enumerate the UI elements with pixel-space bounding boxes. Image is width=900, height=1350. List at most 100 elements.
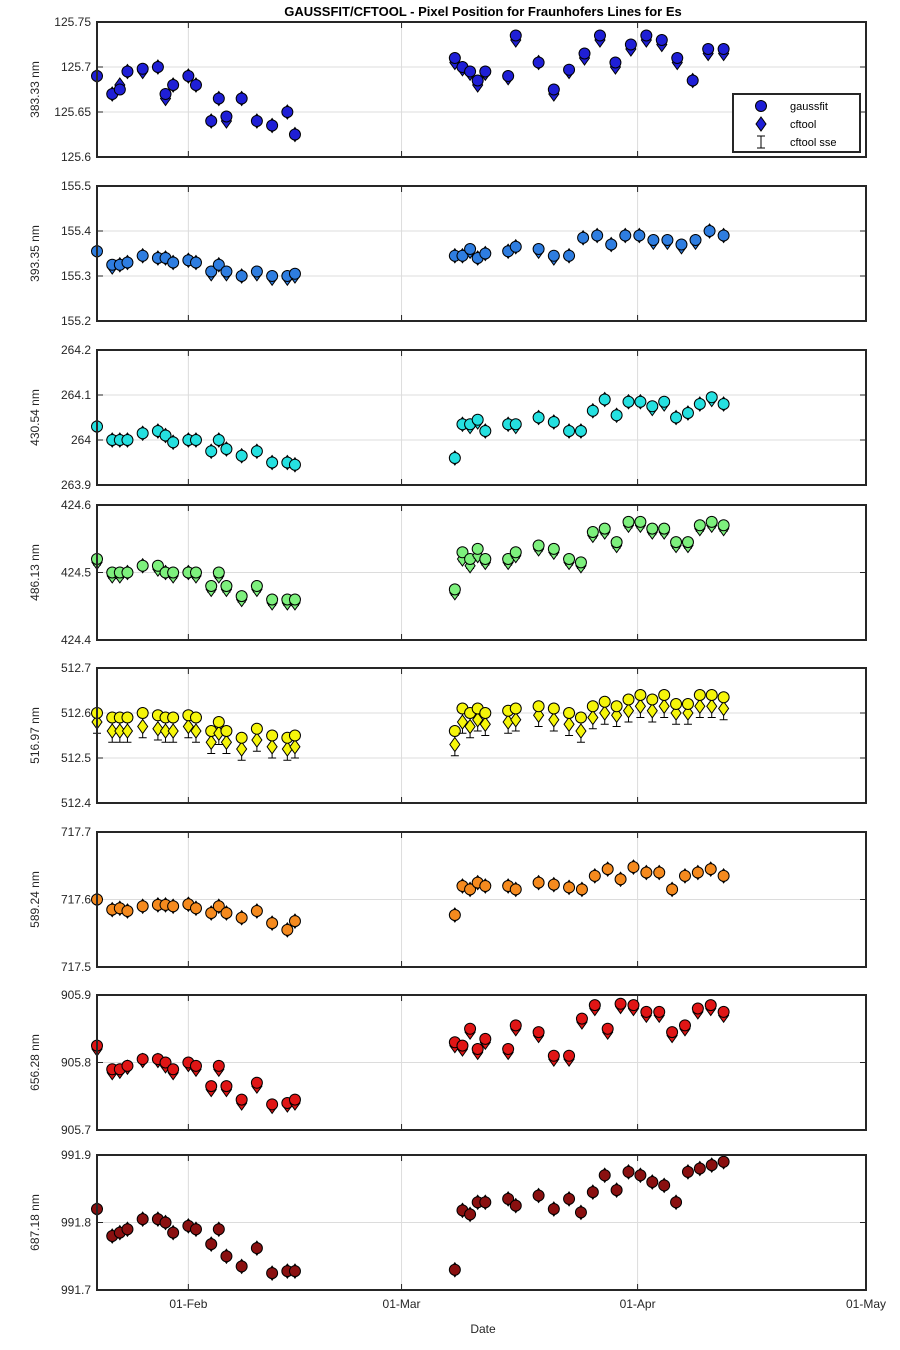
cftool-marker [266, 738, 278, 755]
gaussfit-marker [598, 695, 611, 708]
gaussfit-marker [593, 29, 606, 42]
gaussfit-marker [563, 707, 576, 719]
gaussfit-marker [448, 52, 461, 64]
gaussfit-marker [547, 542, 560, 555]
gaussfit-marker [605, 238, 618, 251]
gaussfit-marker [681, 407, 694, 419]
gaussfit-marker [266, 456, 279, 469]
gaussfit-marker [670, 411, 683, 424]
gaussfit-marker [609, 56, 622, 69]
gaussfit-marker [288, 1265, 301, 1278]
gaussfit-marker [577, 231, 590, 244]
gaussfit-marker [547, 416, 560, 428]
gaussfit-marker [678, 869, 691, 882]
gaussfit-marker [479, 707, 492, 719]
panel-6: 717.5 717.6 717.7 589.24 nm [28, 825, 867, 974]
gaussfit-marker [661, 234, 674, 246]
y-tick-label: 717.6 [61, 893, 91, 907]
y-tick-label: 991.7 [61, 1283, 91, 1297]
gaussfit-marker [266, 917, 279, 930]
gaussfit-marker [532, 56, 545, 69]
gaussfit-marker [464, 65, 477, 78]
gaussfit-marker [532, 243, 545, 255]
gaussfit-marker [563, 553, 576, 565]
gaussfit-marker [717, 1005, 730, 1018]
gaussfit-marker [136, 900, 149, 913]
gaussfit-marker [653, 866, 666, 879]
gaussfit-marker [704, 863, 717, 876]
cftool-marker [694, 698, 706, 715]
cftool-marker [137, 718, 149, 735]
cftool-marker [706, 698, 718, 715]
gaussfit-marker [205, 265, 218, 278]
gaussfit-marker [235, 92, 248, 105]
gaussfit-marker [671, 52, 684, 64]
axes-frame [96, 185, 867, 322]
gaussfit-marker [547, 249, 560, 262]
gaussfit-marker [281, 923, 294, 936]
gaussfit-marker [705, 515, 718, 528]
gaussfit-marker [547, 83, 560, 96]
gaussfit-marker [693, 689, 706, 701]
cftool-marker [622, 702, 635, 719]
gaussfit-marker [235, 270, 248, 282]
gaussfit-marker [614, 997, 627, 1010]
gaussfit-marker [598, 393, 611, 406]
gaussfit-marker [266, 593, 279, 606]
gaussfit-marker [670, 698, 683, 710]
gaussfit-marker [288, 729, 301, 742]
gaussfit-marker [167, 566, 180, 579]
gaussfit-marker [547, 1049, 560, 1062]
cftool-marker [167, 723, 179, 739]
gaussfit-marker [634, 395, 647, 408]
y-axis-label: 656.28 nm [28, 1034, 42, 1091]
gaussfit-marker [479, 880, 492, 892]
gaussfit-marker [471, 542, 484, 555]
gaussfit-marker [448, 725, 461, 737]
gaussfit-marker [167, 1063, 180, 1076]
y-tick-label: 991.9 [61, 1148, 91, 1162]
gaussfit-marker [627, 861, 640, 874]
legend-entry-cftool-sse: cftool sse [790, 137, 836, 149]
gaussfit-marker [575, 1012, 588, 1025]
gaussfit-marker [646, 1176, 659, 1188]
y-tick-label: 512.7 [61, 661, 91, 675]
cftool-marker [121, 723, 134, 739]
y-axis-label: 687.18 nm [28, 1194, 42, 1251]
gaussfit-marker [220, 580, 233, 592]
gaussfit-marker [121, 711, 134, 724]
gaussfit-marker [717, 398, 730, 410]
gaussfit-marker [563, 63, 576, 76]
legend-gaussfit-marker [755, 100, 767, 112]
gaussfit-marker [212, 258, 225, 271]
gaussfit-marker [212, 1059, 225, 1072]
gaussfit-marker [448, 1263, 461, 1276]
gaussfit-marker [189, 434, 202, 446]
gaussfit-marker [220, 110, 233, 123]
gaussfit-marker [634, 1169, 647, 1182]
gaussfit-marker [670, 1196, 683, 1209]
panel-7: 905.7 905.8 905.9 656.28 nm [28, 988, 867, 1137]
axes-frame [96, 21, 867, 158]
gaussfit-marker [121, 1223, 134, 1236]
gaussfit-marker [167, 79, 180, 91]
gaussfit-marker [136, 1053, 149, 1066]
gaussfit-marker [598, 522, 611, 535]
legend-entry-cftool: cftool [790, 119, 816, 131]
y-tick-label: 125.65 [54, 105, 91, 119]
gaussfit-marker [610, 1184, 623, 1197]
y-tick-label: 717.7 [61, 825, 91, 839]
gaussfit-marker [471, 413, 484, 426]
gaussfit-marker [205, 1238, 218, 1251]
gaussfit-marker [266, 1267, 279, 1280]
y-tick-label: 264 [71, 433, 91, 447]
gaussfit-marker [205, 1080, 218, 1093]
gaussfit-marker [121, 434, 134, 446]
gaussfit-marker [205, 115, 218, 127]
gaussfit-marker [136, 1213, 149, 1226]
cftool-marker [646, 702, 658, 719]
y-tick-label: 512.5 [61, 751, 91, 765]
gaussfit-marker [640, 866, 653, 879]
gaussfit-marker [693, 519, 706, 532]
gaussfit-marker [658, 689, 671, 701]
